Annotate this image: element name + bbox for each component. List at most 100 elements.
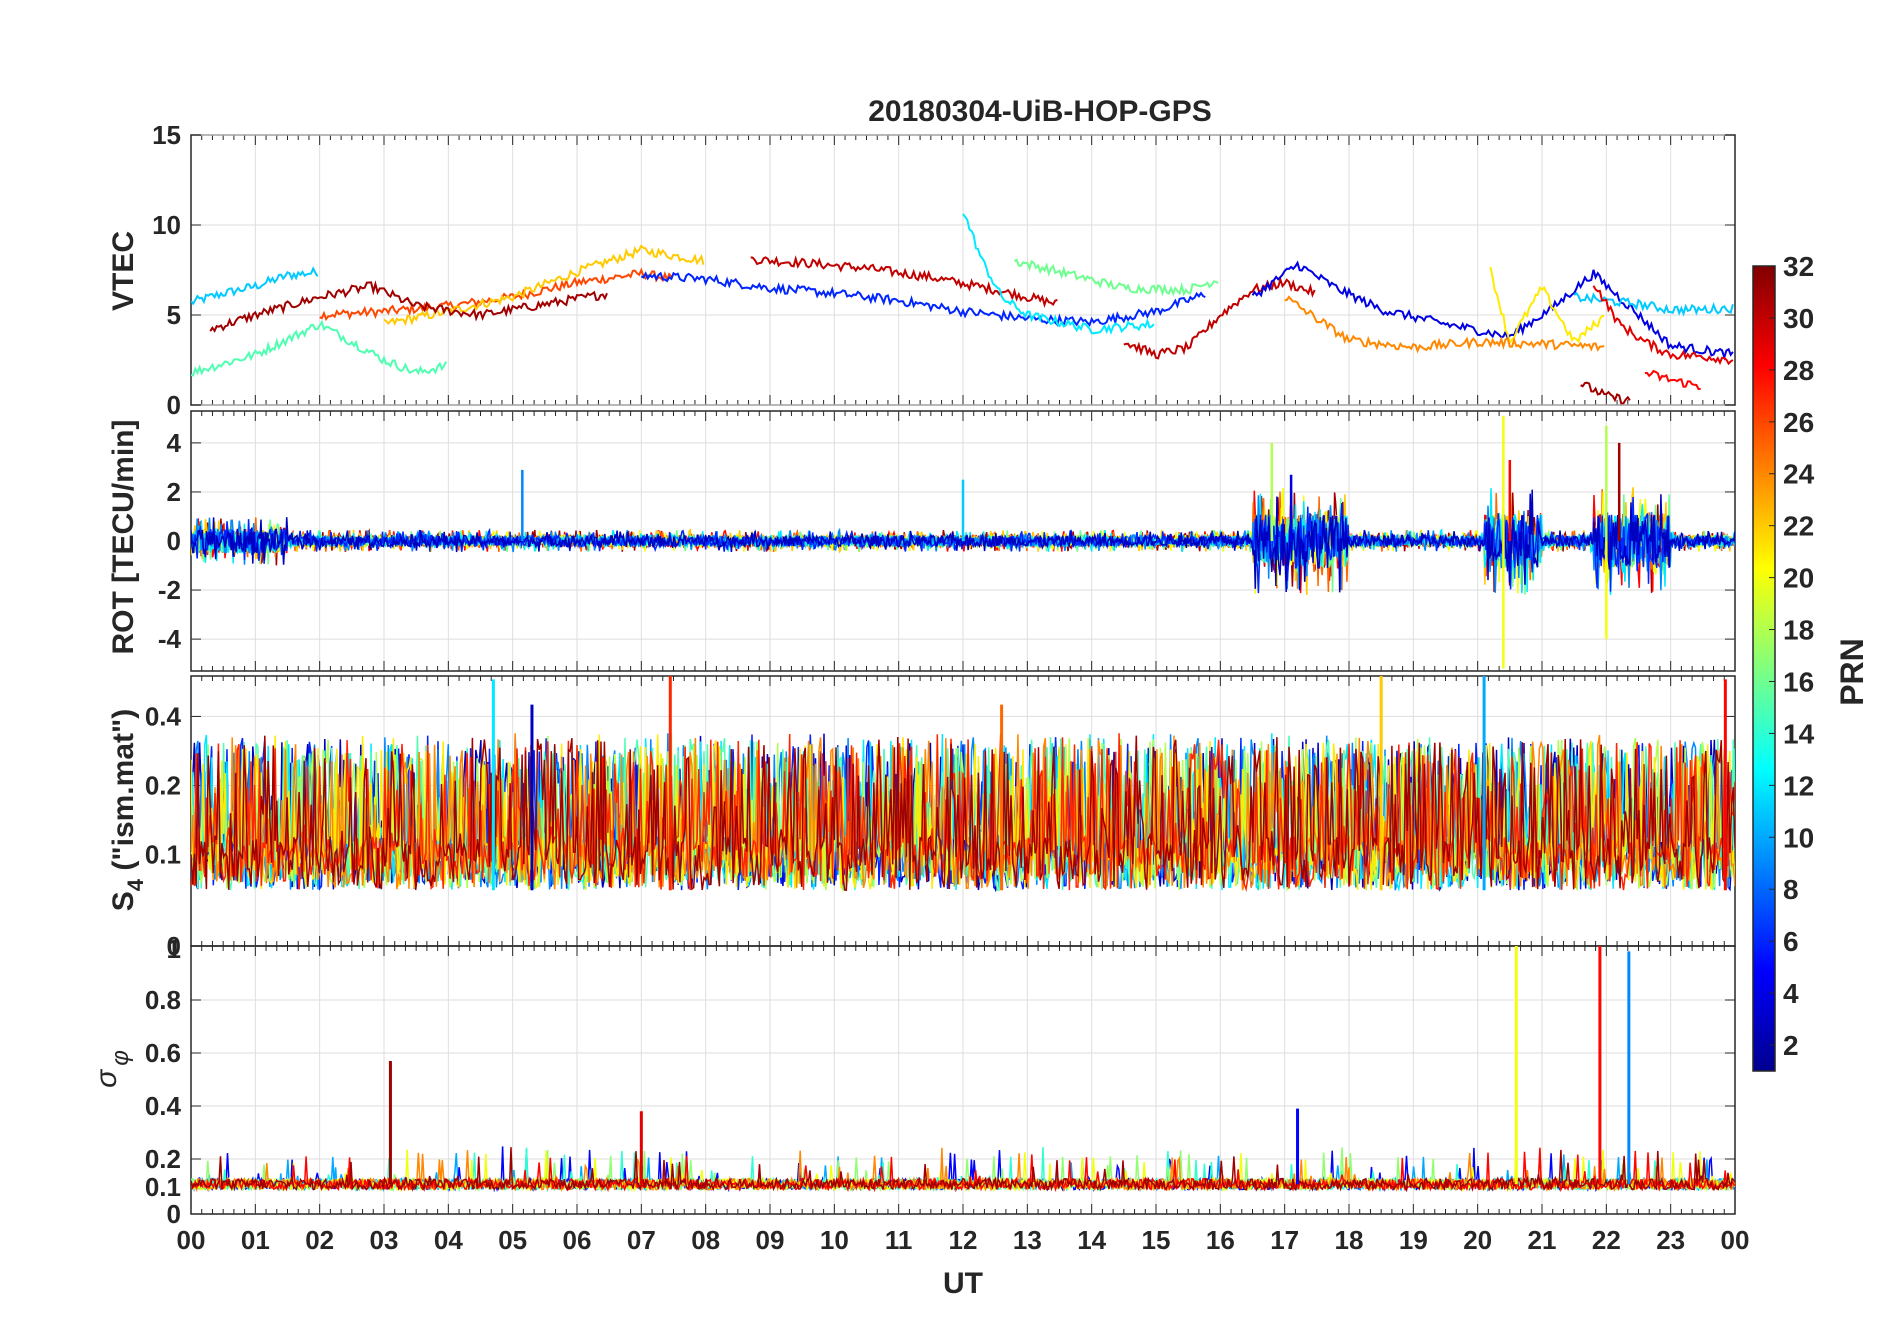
vtec-series-prn-4 [1251, 260, 1734, 361]
colorbar-label: PRN [1834, 638, 1870, 706]
sigma-y-tick-label: 0 [167, 1199, 181, 1229]
vtec-series-prn-16 [1013, 258, 1219, 297]
x-tick-label: 06 [563, 1225, 592, 1255]
x-tick-label: 11 [885, 1225, 913, 1255]
sigma-y-tick-label: 0.2 [145, 1144, 181, 1174]
vtec-y-tick-label: 10 [152, 210, 181, 240]
vtec-series-prn-31 [209, 280, 608, 333]
sigma-panel: 00.10.20.40.60.81 [145, 934, 1736, 1229]
vtec-series-prn-30 [750, 255, 1058, 308]
x-tick-label: 12 [949, 1225, 978, 1255]
x-tick-label: 09 [756, 1225, 785, 1255]
x-tick-label: 14 [1077, 1225, 1106, 1255]
vtec-series-prn-12 [962, 213, 1155, 335]
sigma-series-prn-31 [191, 1147, 1735, 1193]
colorbar-strip [1752, 265, 1776, 1072]
rot-y-tick-label: 2 [167, 477, 181, 507]
rot-panel: -4 -2 0 2 4 [158, 410, 1736, 672]
s4-series-prn-27 [191, 733, 1735, 892]
sigma-y-label-sub: φ [107, 1050, 134, 1066]
colorbar-tick-label: 4 [1783, 978, 1799, 1009]
vtec-series-prn-30 [1123, 276, 1316, 360]
vtec-series-prn-26 [319, 267, 673, 322]
x-tick-label: 22 [1592, 1225, 1621, 1255]
colorbar-tick-label: 12 [1783, 770, 1814, 801]
x-tick-label: 03 [370, 1225, 399, 1255]
s4-panel: 0.1 0.2 0.4 0 [145, 675, 1736, 961]
s4-y-tick-label: 0 [167, 931, 181, 961]
colorbar-tick-label: 10 [1783, 822, 1814, 853]
x-tick-label: 15 [1142, 1225, 1171, 1255]
colorbar-tick-label: 18 [1783, 615, 1814, 646]
colorbar-tick-label: 2 [1783, 1030, 1799, 1061]
colorbar-tick-label: 6 [1783, 926, 1799, 957]
x-tick-label: 05 [498, 1225, 527, 1255]
vtec-y-tick-label: 5 [167, 300, 181, 330]
colorbar-tick-label: 28 [1783, 355, 1814, 386]
s4-y-tick-label: 0.2 [145, 771, 181, 801]
colorbar-tick-label: 24 [1783, 459, 1815, 490]
colorbar-tick-label: 26 [1783, 407, 1814, 438]
colorbar-tick-label: 32 [1783, 251, 1814, 282]
sigma-y-tick-label: 0.8 [145, 985, 181, 1015]
x-tick-label: 01 [241, 1225, 270, 1255]
sigma-series-prn-28 [191, 1147, 1735, 1193]
x-tick-label: 10 [820, 1225, 849, 1255]
x-tick-labels: 00 01 02 03 04 05 06 07 08 09 10 11 12 13 14 15 16 17 18 19… [177, 1225, 1750, 1255]
vtec-y-label: VTEC [107, 231, 140, 311]
x-tick-label: 00 [1721, 1225, 1750, 1255]
x-tick-label: 19 [1399, 1225, 1428, 1255]
chart-title: 20180304-UiB-HOP-GPS [868, 95, 1211, 128]
vtec-y-tick-label: 15 [152, 120, 181, 150]
vtec-series-prn-31 [1580, 381, 1631, 405]
x-tick-label: 02 [305, 1225, 334, 1255]
vtec-series-prn-22 [383, 244, 705, 327]
rot-y-tick-label: 4 [167, 428, 182, 458]
x-tick-label: 00 [177, 1225, 206, 1255]
rot-series-prn-6 [191, 496, 1735, 594]
x-tick-label: 17 [1270, 1225, 1299, 1255]
x-tick-label: 21 [1528, 1225, 1557, 1255]
rot-series-prn-3 [191, 489, 1735, 593]
vtec-series-prn-28 [1644, 369, 1701, 391]
vtec-panel: 0 5 10 15 [152, 120, 1736, 420]
colorbar-tick-label: 16 [1783, 666, 1814, 697]
s4-y-label: S4 ("ism.mat") [107, 709, 148, 911]
x-tick-label: 07 [627, 1225, 656, 1255]
vtec-series-prn-6 [640, 271, 1206, 328]
s4-y-label-main: S [107, 891, 140, 911]
rot-y-tick-label: -4 [158, 624, 182, 654]
colorbar-tick-label: 14 [1783, 718, 1815, 749]
x-axis-label: UT [943, 1267, 983, 1300]
s4-y-label-sub: 4 [123, 878, 148, 891]
colorbar-tick-label: 8 [1783, 874, 1799, 905]
vtec-series-prn-15 [191, 319, 448, 377]
rot-y-tick-label: 0 [167, 526, 181, 556]
sigma-y-tick-label: 0.1 [145, 1172, 181, 1202]
sigma-y-tick-label: 0.6 [145, 1038, 181, 1068]
sigma-y-tick-label: 0.4 [145, 1091, 182, 1121]
x-tick-label: 16 [1206, 1225, 1235, 1255]
vtec-series-prn-29 [1592, 285, 1734, 366]
x-tick-label: 23 [1656, 1225, 1685, 1255]
vtec-series-prn-11 [191, 266, 319, 306]
vtec-series-prn-11 [1573, 291, 1734, 317]
x-tick-label: 13 [1013, 1225, 1042, 1255]
x-tick-label: 18 [1335, 1225, 1364, 1255]
vtec-y-tick-label: 0 [167, 390, 181, 420]
vtec-series-prn-24 [1284, 295, 1605, 354]
x-tick-label: 08 [691, 1225, 720, 1255]
s4-y-label-rest: ("ism.mat") [107, 709, 140, 879]
s4-y-tick-label: 0.4 [145, 701, 182, 731]
s4-y-tick-label: 0.1 [145, 840, 181, 870]
colorbar-tick-label: 22 [1783, 511, 1814, 542]
sigma-y-label-main: σ [90, 1068, 123, 1088]
x-tick-label: 20 [1463, 1225, 1492, 1255]
sigma-y-label: σφ [90, 1050, 134, 1088]
rot-y-label: ROT [TECU/min] [107, 420, 140, 655]
s4-series-prn-31 [191, 735, 1735, 892]
x-tick-label: 04 [434, 1225, 463, 1255]
